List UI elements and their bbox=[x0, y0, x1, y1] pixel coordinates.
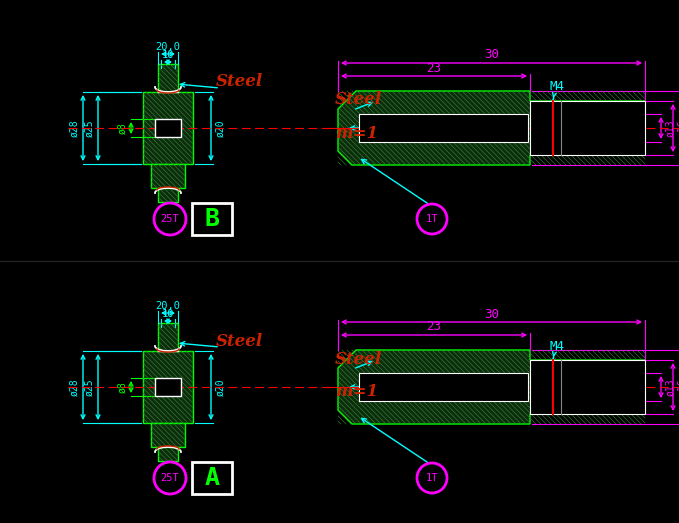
Text: 23: 23 bbox=[426, 321, 441, 334]
Polygon shape bbox=[143, 92, 193, 164]
Polygon shape bbox=[158, 188, 178, 202]
Text: 1T: 1T bbox=[426, 473, 438, 483]
Polygon shape bbox=[158, 64, 178, 92]
Polygon shape bbox=[151, 164, 185, 188]
Text: ø20: ø20 bbox=[215, 119, 225, 137]
Text: Steel: Steel bbox=[335, 350, 382, 368]
Text: 10: 10 bbox=[162, 309, 175, 319]
Text: 30: 30 bbox=[484, 49, 499, 62]
Text: ø13: ø13 bbox=[665, 378, 675, 396]
Text: ø25: ø25 bbox=[84, 378, 94, 396]
Text: Steel: Steel bbox=[216, 74, 263, 90]
Text: M4: M4 bbox=[549, 81, 564, 94]
Text: 1T: 1T bbox=[426, 214, 438, 224]
Polygon shape bbox=[143, 351, 193, 423]
Polygon shape bbox=[338, 350, 645, 424]
Text: 10: 10 bbox=[162, 50, 175, 60]
Bar bbox=[192, 203, 232, 235]
Text: ø13: ø13 bbox=[665, 119, 675, 137]
Text: 25T: 25T bbox=[161, 473, 179, 483]
Text: ø6: ø6 bbox=[383, 122, 393, 134]
Text: 20.0: 20.0 bbox=[155, 42, 181, 52]
Text: 20.0: 20.0 bbox=[155, 301, 181, 311]
Polygon shape bbox=[151, 423, 185, 447]
Polygon shape bbox=[158, 447, 178, 461]
Polygon shape bbox=[359, 373, 528, 401]
Text: A: A bbox=[204, 466, 219, 490]
Text: m=1: m=1 bbox=[335, 383, 378, 401]
Text: 23: 23 bbox=[426, 62, 441, 74]
Polygon shape bbox=[155, 378, 181, 396]
Text: ø20: ø20 bbox=[215, 378, 225, 396]
Polygon shape bbox=[530, 101, 645, 155]
Text: ø16: ø16 bbox=[677, 119, 679, 137]
Text: ø28: ø28 bbox=[69, 378, 79, 396]
Text: Steel: Steel bbox=[216, 333, 263, 349]
Text: 25T: 25T bbox=[161, 214, 179, 224]
Text: ø28: ø28 bbox=[69, 119, 79, 137]
Text: ø5: ø5 bbox=[383, 381, 393, 393]
Text: m=1: m=1 bbox=[335, 124, 378, 142]
Text: M4: M4 bbox=[549, 339, 564, 353]
Polygon shape bbox=[359, 114, 528, 142]
Bar bbox=[192, 462, 232, 494]
Text: ø16: ø16 bbox=[677, 378, 679, 396]
Text: 30: 30 bbox=[484, 308, 499, 321]
Text: ø8: ø8 bbox=[117, 122, 127, 134]
Text: ø8: ø8 bbox=[117, 381, 127, 393]
Text: Steel: Steel bbox=[335, 92, 382, 108]
Polygon shape bbox=[338, 91, 645, 165]
Polygon shape bbox=[530, 360, 645, 414]
Text: B: B bbox=[204, 207, 219, 231]
Polygon shape bbox=[155, 119, 181, 137]
Text: ø25: ø25 bbox=[84, 119, 94, 137]
Polygon shape bbox=[158, 323, 178, 351]
